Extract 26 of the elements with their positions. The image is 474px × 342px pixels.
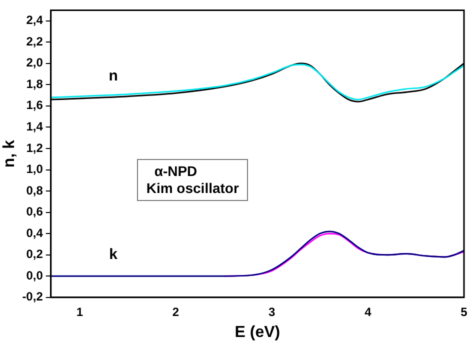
x-tick-label: 4: [364, 304, 372, 319]
annotation: α-NPD: [153, 163, 198, 180]
x-tick-label: 3: [268, 304, 276, 319]
annotation: Kim oscillator: [146, 180, 239, 198]
y-tick-label: -0,2: [22, 290, 44, 304]
y-tick-label: 1,8: [26, 76, 44, 91]
y-tick-label: 1,6: [26, 98, 44, 112]
y-tick-label: 0,0: [26, 268, 44, 282]
y-tick-label: 1,2: [26, 140, 44, 155]
annotation: k: [109, 246, 118, 263]
x-tick-label: 2: [172, 304, 180, 319]
y-axis-title: n, k: [1, 140, 18, 168]
y-tick-label: 0,4: [26, 226, 44, 240]
line-series: [50, 230, 464, 277]
x-tick-label: 1: [76, 304, 84, 319]
y-tick-label: 2,2: [26, 34, 44, 48]
y-tick-label: 1,0: [26, 162, 44, 176]
y-tick-label: 0,8: [26, 183, 44, 198]
y-tick-label: 2,0: [26, 56, 44, 70]
annotation: n: [108, 67, 118, 84]
y-tick-label: 0,2: [26, 247, 44, 262]
y-tick-label: 0,6: [26, 204, 44, 219]
y-tick-label: 1,4: [26, 120, 44, 134]
x-axis-title: E (eV): [234, 324, 280, 341]
y-tick-label: 2,4: [26, 13, 44, 28]
x-tick-label: 5: [460, 304, 468, 319]
